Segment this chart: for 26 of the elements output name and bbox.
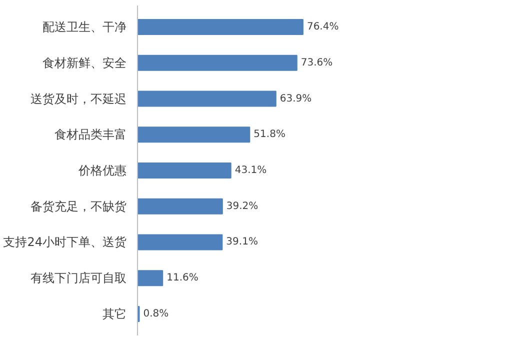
data-label: 11.6% bbox=[166, 272, 198, 284]
data-label: 76.4% bbox=[306, 22, 339, 33]
data-label: 63.9% bbox=[280, 93, 312, 104]
bar bbox=[138, 18, 304, 36]
y-tick-label: 有线下门店可自取 bbox=[30, 271, 126, 286]
y-tick-label: 其它 bbox=[102, 306, 126, 321]
y-tick-label: 送货及时，不延迟 bbox=[30, 92, 126, 106]
bar bbox=[138, 198, 223, 214]
bar bbox=[138, 234, 223, 250]
data-label: 39.1% bbox=[226, 236, 258, 248]
data-label: 51.8% bbox=[254, 129, 286, 140]
bar bbox=[138, 126, 250, 143]
data-label: 73.6% bbox=[300, 57, 333, 68]
data-label: 0.8% bbox=[143, 308, 169, 320]
y-tick-label: 支持24小时下单、送货 bbox=[3, 235, 127, 250]
data-label: 39.2% bbox=[226, 200, 258, 212]
y-tick-label: 备货充足，不缺货 bbox=[30, 199, 126, 214]
y-tick-label: 价格优惠 bbox=[78, 164, 126, 178]
bar bbox=[138, 162, 232, 179]
y-tick-label: 食材新鲜、安全 bbox=[42, 56, 126, 70]
y-tick-label: 食材品类丰富 bbox=[54, 128, 126, 142]
data-label: 43.1% bbox=[234, 165, 267, 176]
bar bbox=[138, 90, 276, 107]
bar bbox=[138, 54, 298, 71]
bar bbox=[138, 270, 164, 286]
y-tick-label: 配送卫生、干净 bbox=[42, 20, 126, 34]
